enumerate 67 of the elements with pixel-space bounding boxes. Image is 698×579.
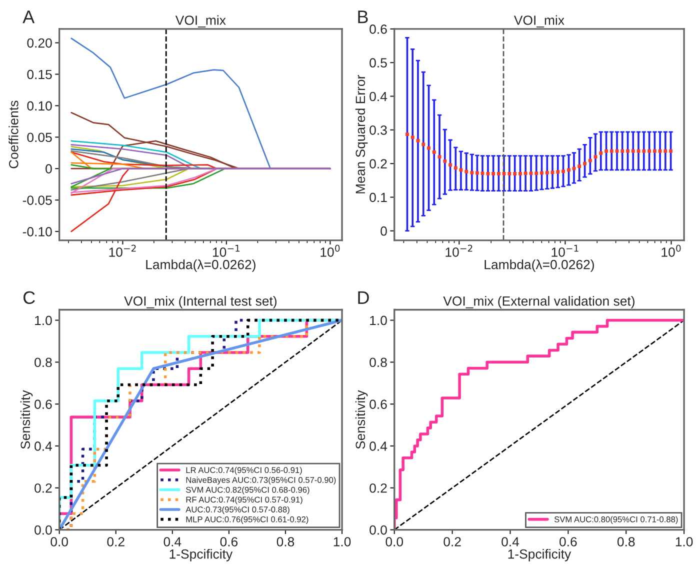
y-tick-label: 0.5 <box>370 58 387 68</box>
x-tick-label: 10$^{−2}$ <box>109 244 136 257</box>
x-tick-label: 10$^{−2}$ <box>446 244 472 257</box>
y-tick-label: 0.6 <box>34 400 52 409</box>
x-tick-label: 0.6 <box>220 537 238 546</box>
x-tick-label: 10$^{0}$ <box>320 244 340 257</box>
legend-label: LR AUC:0.74(95%CI 0.56-0.91) <box>186 466 302 475</box>
x-tick-label: 0.6 <box>560 537 577 546</box>
chart-title: VOI_mix (External validation set) <box>443 296 634 308</box>
y-tick-label: 0.4 <box>370 442 388 451</box>
x-tick-label: 10$^{−1}$ <box>213 244 240 257</box>
x-axis-title: 1-Spcificity <box>170 549 233 562</box>
text: D <box>358 291 369 304</box>
y-tick-label: 0.6 <box>370 24 387 34</box>
y-axis-title: Mean Squared Error <box>355 75 368 194</box>
y-axis-title: Coefficients <box>8 100 18 168</box>
y-tick-label: 0.4 <box>34 442 52 451</box>
x-tick-label: 0.2 <box>444 537 461 546</box>
y-tick-label: 1.0 <box>370 316 387 326</box>
x-tick-label: 0.0 <box>50 537 68 546</box>
y-tick-label: 0.15 <box>27 70 52 80</box>
text: A <box>22 10 35 24</box>
y-axis-title: Sensitivity <box>355 390 368 449</box>
y-tick-label: 0.6 <box>370 400 387 409</box>
x-tick-label: 1.0 <box>676 537 693 546</box>
y-axis-title: Sensitivity <box>20 390 33 449</box>
x-tick-label: 1.0 <box>334 537 351 546</box>
y-tick-label: 1.0 <box>35 316 52 326</box>
x-tick-label: 0.4 <box>502 537 520 546</box>
legend-label: NaiveBayes AUC:0.73(95%CI 0.57-0.90) <box>186 476 336 485</box>
y-tick-label: 0.1 <box>370 192 387 202</box>
x-axis-title: Lambda(λ=0.0262) <box>484 260 594 272</box>
x-tick-label: 0.2 <box>107 537 124 546</box>
legend-label: MLP AUC:0.76(95%CI 0.61-0.92) <box>186 516 308 524</box>
legend-label: AUC:0.73(95%CI 0.57-0.88) <box>186 506 290 514</box>
y-tick-label: 0.05 <box>27 132 52 142</box>
x-axis-title: Lambda(λ=0.0262) <box>146 260 256 272</box>
legend-label: RF AUC:0.74(95%CI 0.57-0.91) <box>186 496 302 504</box>
legend-label: SVM AUC:0.80(95%CI 0.71-0.88) <box>554 516 678 524</box>
x-tick-label: 0.0 <box>386 537 404 546</box>
x-axis-title: 1-Spcificity <box>508 549 572 562</box>
chart-title: VOI_mix <box>175 15 226 28</box>
y-tick-label: 0.0 <box>370 525 387 535</box>
legend-label: SVM AUC:0.82(95%CI 0.68-0.96) <box>186 486 310 494</box>
y-tick-label: 0 <box>380 226 387 236</box>
y-tick-label: -0.05 <box>22 196 52 205</box>
y-tick-label: 0.2 <box>370 483 387 493</box>
x-tick-label: 0.4 <box>164 537 182 546</box>
y-tick-label: 0.2 <box>370 159 387 168</box>
x-tick-label: 0.8 <box>617 537 635 546</box>
x-tick-label: 0.8 <box>276 537 294 546</box>
y-tick-label: 0.2 <box>34 483 52 493</box>
y-tick-label: 0.4 <box>370 92 388 102</box>
text: B <box>358 10 368 24</box>
y-tick-label: 0.0 <box>34 525 52 535</box>
y-tick-label: 0.3 <box>370 125 387 135</box>
text: C <box>23 291 35 304</box>
y-tick-label: 0.20 <box>27 38 52 48</box>
y-tick-label: 0.8 <box>370 358 387 368</box>
chart-title: VOI_mix <box>514 15 564 28</box>
x-tick-label: 10$^{0}$ <box>662 244 681 257</box>
x-tick-label: 10$^{−1}$ <box>552 244 578 257</box>
y-tick-label: 0.10 <box>27 101 52 111</box>
y-tick-label: 0.8 <box>34 358 52 368</box>
y-tick-label: 0 <box>46 164 52 174</box>
y-tick-label: -0.10 <box>22 227 52 236</box>
chart-title: VOI_mix (Internal test set) <box>124 296 276 308</box>
